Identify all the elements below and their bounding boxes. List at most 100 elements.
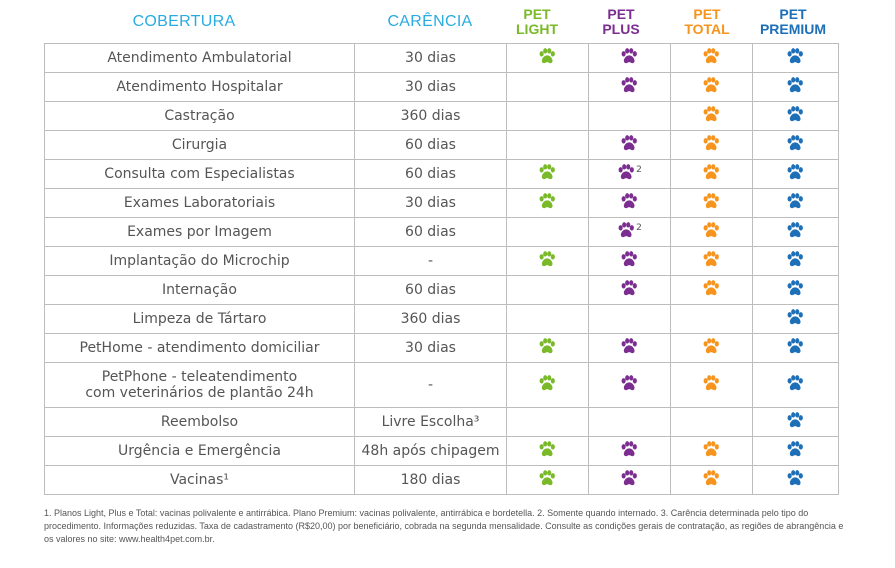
waiting-period: 60 dias xyxy=(354,130,507,160)
paw-icon xyxy=(538,337,556,359)
paw-icon xyxy=(538,250,556,272)
plan-cell-light xyxy=(506,333,589,363)
paw-icon xyxy=(702,134,720,156)
plan-plus-bottom: PLUS xyxy=(602,21,640,37)
plan-cell-premium xyxy=(752,362,839,408)
plan-cell-plus xyxy=(588,130,671,160)
plan-cell-premium xyxy=(752,465,839,495)
paw-icon xyxy=(620,47,638,69)
paw-icon xyxy=(617,163,635,185)
paw-icon xyxy=(620,250,638,272)
plan-cell-light xyxy=(506,43,589,73)
waiting-period: 360 dias xyxy=(354,304,507,334)
plan-cell-total xyxy=(670,72,753,102)
footnote-mark: 2 xyxy=(636,165,642,176)
plan-cell-total xyxy=(670,217,753,247)
plan-cell-plus: 2 xyxy=(588,217,671,247)
plan-cell-light xyxy=(506,436,589,466)
paw-icon xyxy=(538,47,556,69)
paw-icon xyxy=(702,221,720,243)
plan-cell-premium xyxy=(752,43,839,73)
paw-icon xyxy=(538,163,556,185)
coverage-name: Exames Laboratoriais xyxy=(44,188,355,218)
paw-icon xyxy=(786,337,804,359)
waiting-period: 30 dias xyxy=(354,333,507,363)
plan-cell-plus xyxy=(588,275,671,305)
table-row: Urgência e Emergência 48h após chipagem xyxy=(44,436,839,466)
plan-cell-plus xyxy=(588,465,671,495)
plan-cell-plus xyxy=(588,246,671,276)
paw-icon xyxy=(786,440,804,462)
plan-cell-plus xyxy=(588,362,671,408)
paw-icon xyxy=(786,308,804,330)
waiting-period: 180 dias xyxy=(354,465,507,495)
coverage-table-body: Atendimento Ambulatorial 30 dias Atendimen… xyxy=(44,43,839,495)
plan-cell-light xyxy=(506,246,589,276)
header-coverage: COBERTURA xyxy=(132,13,236,30)
plan-cell-total xyxy=(670,101,753,131)
coverage-name: Exames por Imagem xyxy=(44,217,355,247)
plan-cell-plus xyxy=(588,304,671,334)
coverage-name: PetHome - atendimento domiciliar xyxy=(44,333,355,363)
coverage-name: Consulta com Especialistas xyxy=(44,159,355,189)
plan-cell-plus xyxy=(588,72,671,102)
paw-icon xyxy=(620,337,638,359)
coverage-name: Limpeza de Tártaro xyxy=(44,304,355,334)
table-row: PetPhone - teleatendimento com veterinár… xyxy=(44,362,839,408)
table-row: Exames Laboratoriais 30 dias xyxy=(44,188,839,218)
waiting-period: Livre Escolha³ xyxy=(354,407,507,437)
plan-cell-light xyxy=(506,217,589,247)
plan-cell-total xyxy=(670,188,753,218)
plan-cell-light xyxy=(506,101,589,131)
plan-light-top: PET xyxy=(523,6,551,22)
coverage-name: Urgência e Emergência xyxy=(44,436,355,466)
paw-icon xyxy=(786,411,804,433)
paw-icon xyxy=(538,374,556,396)
plan-cell-light xyxy=(506,407,589,437)
plan-cell-premium xyxy=(752,130,839,160)
table-row: Castração 360 dias xyxy=(44,101,839,131)
footnote: 1. Planos Light, Plus e Total: vacinas p… xyxy=(44,508,844,544)
paw-icon xyxy=(538,469,556,491)
plan-cell-total xyxy=(670,333,753,363)
plan-cell-light xyxy=(506,362,589,408)
plan-cell-light xyxy=(506,130,589,160)
table-row: Implantação do Microchip - xyxy=(44,246,839,276)
paw-icon xyxy=(620,76,638,98)
coverage-table: Atendimento Ambulatorial 30 dias Atendimen… xyxy=(44,43,839,495)
paw-icon xyxy=(786,105,804,127)
plan-cell-light xyxy=(506,72,589,102)
waiting-period: 60 dias xyxy=(354,275,507,305)
paw-icon xyxy=(786,221,804,243)
plan-cell-plus xyxy=(588,43,671,73)
waiting-period: 360 dias xyxy=(354,101,507,131)
plan-cell-premium xyxy=(752,407,839,437)
table-row: Internação 60 dias xyxy=(44,275,839,305)
plan-premium-bottom: PREMIUM xyxy=(759,21,827,37)
table-row: Limpeza de Tártaro 360 dias xyxy=(44,304,839,334)
plan-cell-total xyxy=(670,436,753,466)
paw-icon xyxy=(786,134,804,156)
plan-cell-premium xyxy=(752,101,839,131)
plan-cell-total xyxy=(670,304,753,334)
coverage-name: Castração xyxy=(44,101,355,131)
plan-plus-top: PET xyxy=(607,6,635,22)
paw-icon xyxy=(702,337,720,359)
plan-cell-plus: 2 xyxy=(588,159,671,189)
paw-icon xyxy=(786,163,804,185)
paw-icon xyxy=(702,250,720,272)
paw-icon xyxy=(786,469,804,491)
waiting-period: 60 dias xyxy=(354,159,507,189)
footnote-mark: 2 xyxy=(636,223,642,234)
paw-icon xyxy=(786,76,804,98)
coverage-name: PetPhone - teleatendimento com veterinár… xyxy=(44,362,355,408)
paw-icon xyxy=(538,440,556,462)
paw-icon xyxy=(620,134,638,156)
paw-icon xyxy=(702,279,720,301)
paw-icon xyxy=(620,192,638,214)
plan-cell-premium xyxy=(752,188,839,218)
plan-cell-premium xyxy=(752,333,839,363)
paw-icon xyxy=(620,374,638,396)
paw-icon xyxy=(786,250,804,272)
table-row: Reembolso Livre Escolha³ xyxy=(44,407,839,437)
